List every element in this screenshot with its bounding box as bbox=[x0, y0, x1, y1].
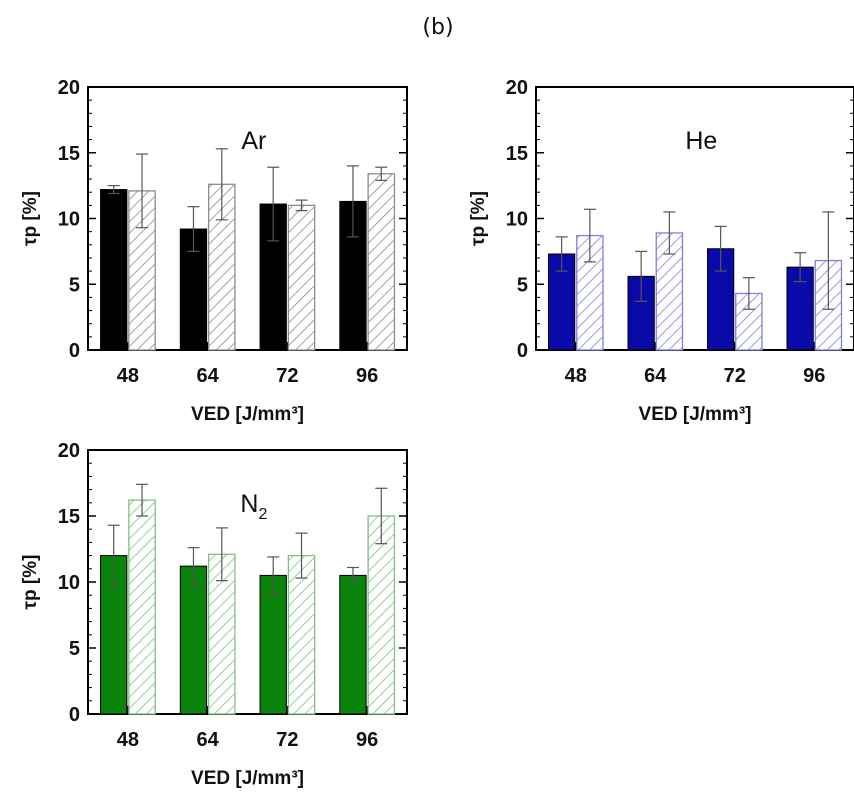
y-tick-label: 10 bbox=[58, 572, 80, 594]
y-tick-label: 10 bbox=[506, 209, 528, 231]
y-tick-label: 5 bbox=[69, 638, 80, 660]
y-tick-label: 0 bbox=[69, 704, 80, 726]
bar-hatched-96 bbox=[367, 515, 396, 715]
bar-hatched-64 bbox=[655, 232, 684, 351]
y-axis-title: τp [%] bbox=[20, 555, 41, 610]
x-tick-label: 48 bbox=[117, 729, 139, 751]
gas-label-main: Ar bbox=[241, 127, 266, 155]
gas-label-subscript: 2 bbox=[258, 506, 267, 523]
y-tick-label: 5 bbox=[517, 274, 528, 296]
x-tick-label: 64 bbox=[644, 365, 667, 387]
x-axis-title: VED [J/mm³] bbox=[191, 404, 304, 425]
x-tick-label: 72 bbox=[276, 729, 298, 751]
x-tick-label: 48 bbox=[565, 365, 587, 387]
x-tick-label: 72 bbox=[724, 365, 746, 387]
y-tick-label: 5 bbox=[69, 274, 80, 296]
gas-label: N2 bbox=[240, 490, 267, 523]
x-axis-title: VED [J/mm³] bbox=[639, 404, 752, 425]
x-tick-label: 96 bbox=[803, 365, 825, 387]
bar-solid-96 bbox=[786, 266, 814, 351]
chart-panel-1: 0 5 10 15 20 48 64 72 96 He VED [J/mm³] τp [%] bbox=[468, 77, 854, 425]
y-tick-label: 10 bbox=[58, 209, 80, 231]
y-tick-label: 15 bbox=[58, 506, 80, 528]
y-tick-label: 20 bbox=[58, 77, 80, 99]
y-tick-label: 0 bbox=[69, 340, 80, 362]
bar-hatched-72 bbox=[735, 292, 763, 351]
y-tick-label: 0 bbox=[517, 340, 528, 362]
chart-panel-0: 0 5 10 15 20 48 64 72 96 Ar VED [J/mm³] τp [%] bbox=[20, 77, 408, 425]
gas-label-main: N bbox=[240, 490, 258, 518]
y-axis-title: τp [%] bbox=[468, 191, 489, 246]
x-tick-label: 96 bbox=[356, 365, 378, 387]
bar-hatched-96 bbox=[367, 173, 396, 351]
y-axis-title: τp [%] bbox=[20, 191, 41, 246]
x-tick-label: 48 bbox=[117, 365, 139, 387]
bar-solid-72 bbox=[259, 574, 287, 715]
bar-hatched-72 bbox=[287, 554, 316, 715]
bar-hatched-48 bbox=[128, 499, 156, 715]
bar-hatched-64 bbox=[207, 553, 236, 715]
chart-panel-2: 0 5 10 15 20 48 64 72 96 N2 VED [J/mm³] τp [%] bbox=[20, 440, 408, 789]
gas-label: Ar bbox=[241, 127, 266, 155]
y-tick-label: 15 bbox=[506, 143, 528, 165]
bar-hatched-48 bbox=[576, 234, 604, 351]
x-tick-label: 72 bbox=[276, 365, 298, 387]
y-tick-label: 15 bbox=[58, 143, 80, 165]
y-tick-label: 20 bbox=[58, 440, 80, 462]
y-tick-label: 20 bbox=[506, 77, 528, 99]
bar-solid-48 bbox=[100, 189, 128, 351]
x-tick-label: 64 bbox=[197, 729, 220, 751]
gas-label: He bbox=[685, 127, 717, 155]
bar-solid-96 bbox=[339, 574, 367, 715]
x-tick-label: 64 bbox=[197, 365, 220, 387]
x-axis-title: VED [J/mm³] bbox=[191, 768, 304, 789]
bar-solid-64 bbox=[179, 565, 208, 715]
x-tick-label: 96 bbox=[356, 729, 378, 751]
bar-hatched-72 bbox=[287, 204, 316, 351]
panel-label: (b) bbox=[422, 15, 453, 40]
gas-label-main: He bbox=[685, 127, 717, 155]
